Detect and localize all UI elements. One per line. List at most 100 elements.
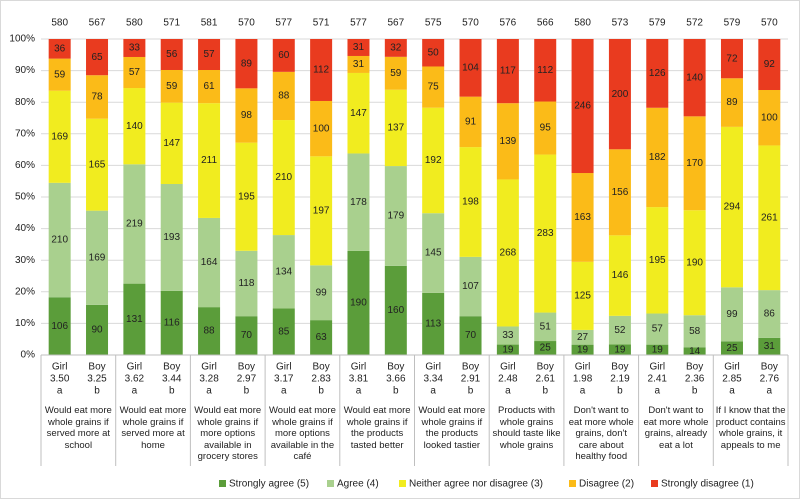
data-label: 19	[502, 344, 514, 355]
total-label: 567	[89, 18, 106, 29]
mean-label: 2.36	[685, 374, 705, 385]
total-label: 576	[500, 18, 517, 29]
bar-segment	[758, 337, 781, 355]
letter-label: a	[654, 386, 660, 397]
data-label: 164	[201, 257, 218, 268]
legend-swatch	[399, 480, 406, 487]
data-label: 89	[241, 58, 253, 69]
y-tick-label: 50%	[15, 192, 35, 203]
data-label: 19	[652, 344, 664, 355]
data-label: 85	[278, 326, 290, 337]
data-label: 117	[500, 66, 516, 77]
x-tick-label: Boy	[611, 362, 628, 373]
y-tick-label: 70%	[15, 128, 35, 139]
bar-segment	[496, 344, 519, 355]
data-label: 31	[353, 42, 365, 53]
data-label: 210	[275, 172, 292, 183]
data-label: 125	[574, 291, 591, 302]
bar-segment	[347, 72, 370, 154]
letter-label: b	[94, 386, 100, 397]
data-label: 19	[577, 344, 589, 355]
letter-label: b	[393, 386, 399, 397]
data-label: 268	[500, 248, 517, 259]
x-tick-label: Boy	[238, 362, 255, 373]
data-label: 14	[689, 346, 701, 357]
letter-label: b	[617, 386, 623, 397]
bar-segment	[198, 307, 221, 355]
legend-swatch	[327, 480, 334, 487]
data-label: 190	[686, 257, 703, 268]
bar-segment	[720, 341, 743, 355]
total-label: 571	[313, 18, 330, 29]
data-label: 52	[614, 325, 626, 336]
letter-label: a	[57, 386, 63, 397]
total-label: 577	[350, 18, 367, 29]
data-label: 193	[163, 232, 180, 243]
x-tick-label: Girl	[276, 362, 292, 373]
total-label: 579	[724, 18, 741, 29]
data-label: 169	[89, 252, 106, 263]
bar-segment	[384, 39, 407, 57]
bar-segment	[160, 69, 183, 103]
bar-segment	[496, 326, 519, 345]
bar-segment	[310, 320, 333, 355]
letter-label: a	[206, 386, 212, 397]
group-label: Would eat more whole grains if served mo…	[119, 405, 187, 451]
bar-segment	[720, 126, 743, 288]
data-label: 33	[129, 43, 141, 54]
data-label: 59	[390, 68, 402, 79]
data-label: 99	[726, 309, 738, 320]
mean-label: 2.97	[237, 374, 257, 385]
bar-segment	[758, 90, 781, 146]
letter-label: a	[767, 386, 773, 397]
group-label: Products with whole grains should taste …	[492, 405, 561, 451]
bar-segment	[272, 39, 295, 72]
data-label: 146	[612, 270, 629, 281]
data-label: 19	[614, 344, 626, 355]
bar-segment	[198, 70, 221, 104]
bar-segment	[48, 58, 71, 91]
total-label: 570	[238, 18, 255, 29]
data-label: 95	[540, 123, 552, 134]
data-label: 106	[51, 321, 68, 332]
letter-label: b	[692, 386, 698, 397]
x-tick-label: Girl	[649, 362, 665, 373]
data-label: 104	[462, 62, 479, 73]
bar-segment	[123, 88, 146, 165]
letter-label: b	[468, 386, 474, 397]
bar-segment	[86, 39, 109, 76]
legend-swatch	[651, 480, 658, 487]
total-label: 566	[537, 18, 554, 29]
data-label: 51	[540, 321, 552, 332]
data-label: 131	[126, 314, 143, 325]
bar-segment	[235, 39, 258, 89]
data-label: 86	[764, 309, 776, 320]
bar-segment	[459, 256, 482, 317]
bar-segment	[571, 261, 594, 330]
bar-segment	[235, 88, 258, 143]
bar-segment	[198, 103, 221, 218]
data-label: 179	[387, 211, 404, 222]
bar-segment	[608, 149, 631, 236]
bar-segment	[347, 153, 370, 251]
letter-label: a	[281, 386, 287, 397]
bar-segment	[86, 210, 109, 305]
data-label: 190	[350, 298, 367, 309]
legend-swatch	[569, 480, 576, 487]
letter-label: b	[169, 386, 175, 397]
bar-segment	[160, 39, 183, 70]
mean-label: 2.41	[648, 374, 668, 385]
x-tick-label: Girl	[724, 362, 740, 373]
mean-label: 2.19	[610, 374, 630, 385]
legend-label: Strongly agree (5)	[229, 479, 309, 490]
data-label: 139	[500, 136, 517, 147]
letter-label: a	[430, 386, 436, 397]
data-label: 210	[51, 235, 68, 246]
bar-segment	[496, 103, 519, 180]
data-label: 72	[726, 53, 738, 64]
data-label: 112	[313, 65, 329, 76]
total-label: 567	[387, 18, 404, 29]
bar-segment	[683, 210, 706, 316]
data-label: 75	[428, 82, 440, 93]
